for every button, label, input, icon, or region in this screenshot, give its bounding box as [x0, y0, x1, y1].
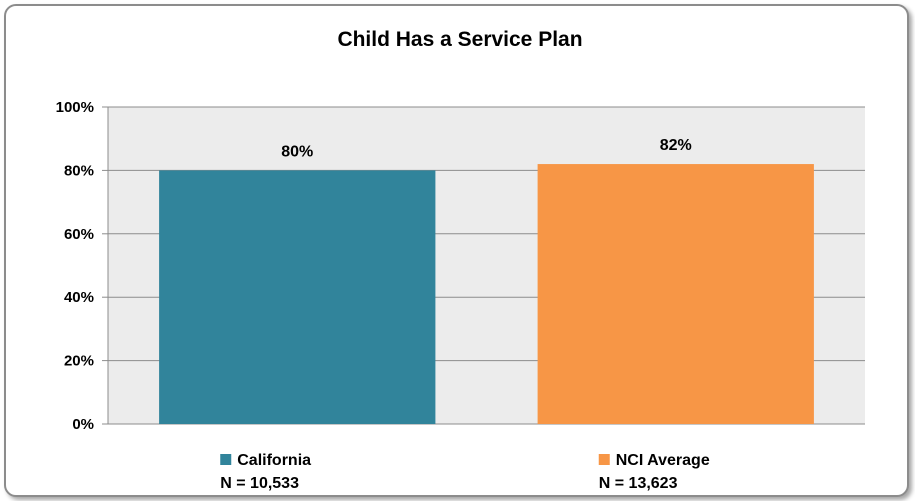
y-tick-label: 0% [72, 416, 94, 433]
legend-sample-size: N = 10,533 [220, 475, 299, 492]
y-tick-label: 60% [64, 226, 94, 243]
bar-nci-average [537, 164, 814, 424]
legend-swatch [598, 454, 610, 465]
plot-area: 0% 20% 40% 60% 80% 100% 80% 82% [56, 99, 865, 433]
data-label: 82% [660, 137, 692, 154]
bar-california [159, 170, 436, 424]
legend-sample-size: N = 13,623 [599, 475, 678, 492]
y-tick-label: 20% [64, 353, 94, 370]
y-tick-label: 40% [64, 289, 94, 306]
legend: California N = 10,533 NCI Average N = 13,62… [220, 452, 710, 492]
y-tick-label: 80% [64, 162, 94, 179]
legend-label: NCI Average [616, 452, 710, 469]
chart-title: Child Has a Service Plan [337, 28, 582, 51]
legend-swatch [220, 454, 232, 465]
data-label: 80% [281, 143, 313, 160]
y-tick-label: 100% [56, 99, 94, 116]
legend-label: California [237, 452, 311, 469]
